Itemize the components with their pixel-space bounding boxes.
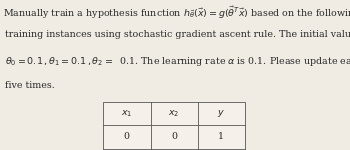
Bar bbox=[103, 102, 245, 150]
Text: $y$: $y$ bbox=[217, 108, 225, 119]
Text: $x_1$: $x_1$ bbox=[121, 108, 133, 119]
Text: Manually train a hypothesis function $h_{\vec{\theta}}(\vec{x}) = g(\vec{\theta}: Manually train a hypothesis function $h_… bbox=[3, 4, 350, 21]
Text: 1: 1 bbox=[218, 132, 224, 141]
Text: 0: 0 bbox=[124, 132, 130, 141]
Text: 0: 0 bbox=[171, 132, 177, 141]
Text: five times.: five times. bbox=[5, 81, 55, 90]
Text: training instances using stochastic gradient ascent rule. The initial values of : training instances using stochastic grad… bbox=[5, 30, 350, 39]
Text: $\theta_0 = 0.1\,,\theta_1 = 0.1\,,\theta_2 =\;$ 0.1. The learning rate $\alpha$: $\theta_0 = 0.1\,,\theta_1 = 0.1\,,\thet… bbox=[5, 56, 350, 69]
Text: $x_2$: $x_2$ bbox=[168, 108, 180, 119]
